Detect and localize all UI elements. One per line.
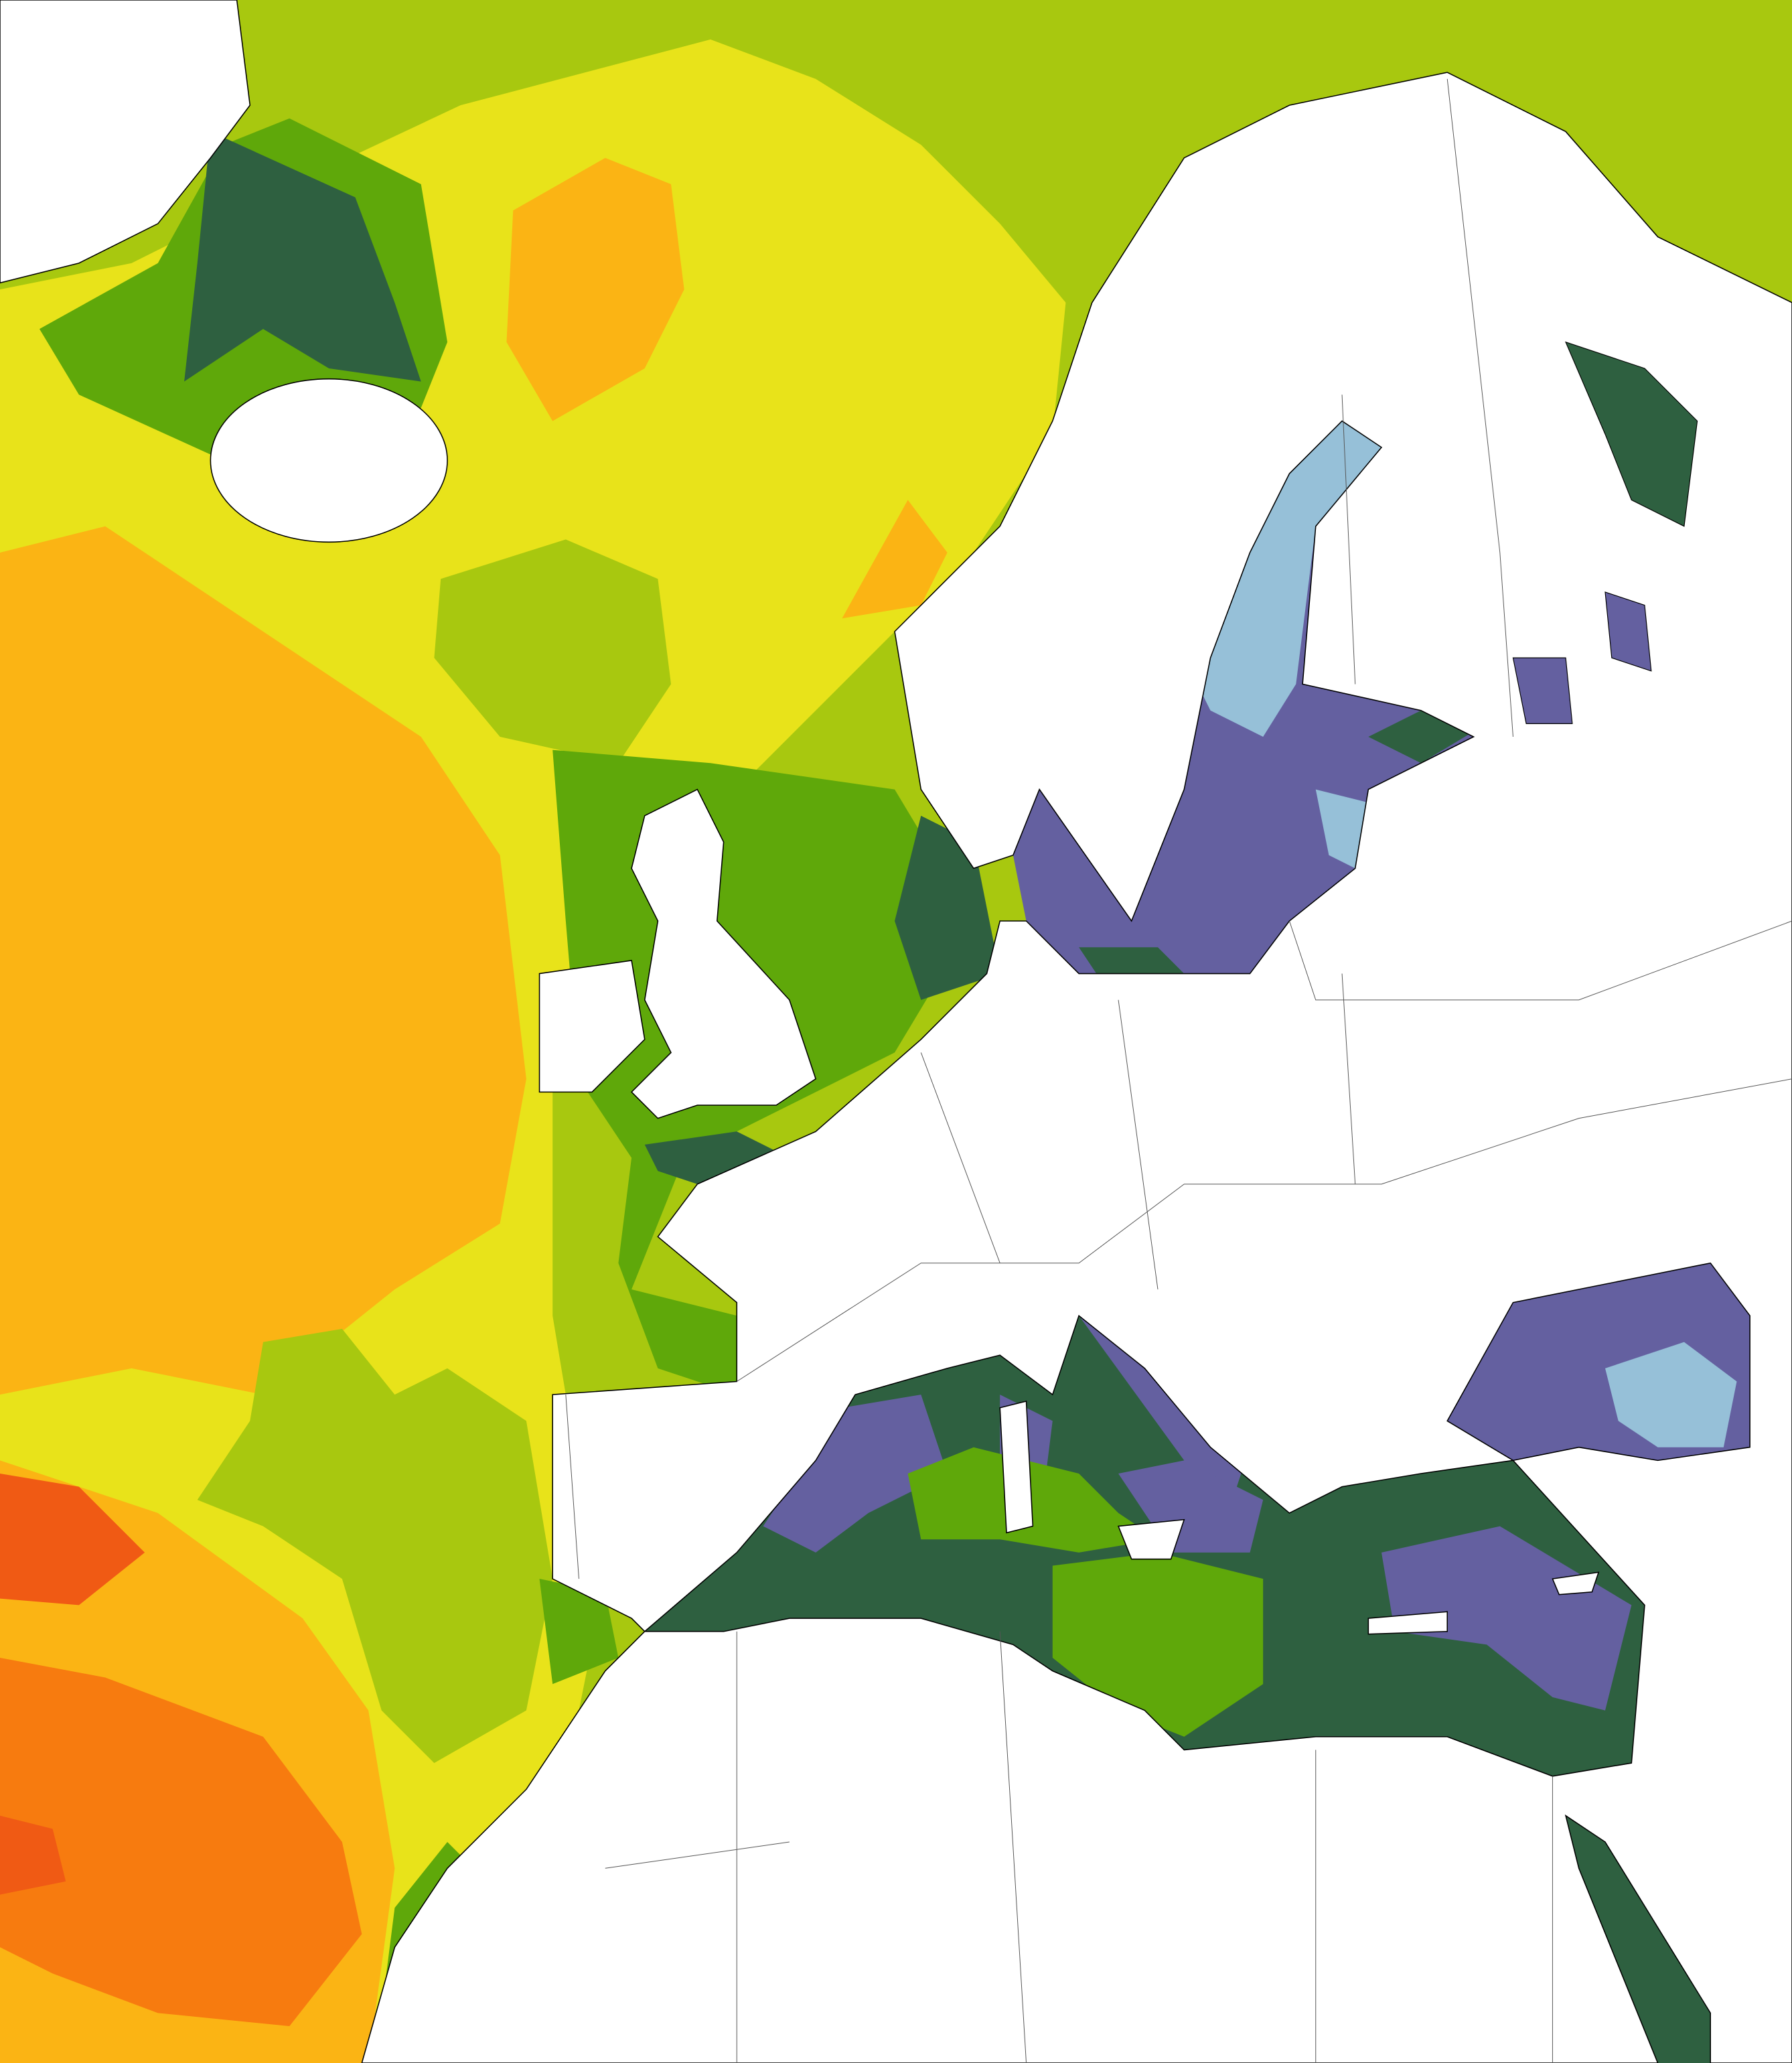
field-dark-green (184, 131, 1000, 1198)
land-cyprus (1552, 1571, 1600, 1595)
sea-baltic-green (1079, 697, 1487, 987)
sea-red (1566, 1815, 1711, 2063)
land-iceland (210, 378, 448, 543)
sea-green (907, 1447, 1264, 1737)
land-crete (1367, 1611, 1448, 1635)
field-orange (0, 157, 948, 1395)
land-great-britain (630, 788, 817, 1119)
sea-white-2 (1565, 341, 1698, 527)
field-red-orange (0, 1474, 145, 1895)
field-yellow (0, 39, 1066, 2063)
field-lime (197, 539, 672, 1764)
land-ireland (538, 960, 646, 1093)
land-corsica-sardinia (999, 1400, 1034, 1534)
lakes (1512, 591, 1652, 724)
land-greenland (0, 0, 251, 284)
land-eurasia-africa (361, 72, 1792, 2063)
sea-black-light-2 (1605, 1342, 1737, 1447)
sea-purple (763, 1315, 1632, 1711)
sea-baltic-light (1197, 421, 1382, 869)
land-sicily (1117, 1518, 1185, 1560)
field-dark-orange (0, 1658, 362, 2026)
borders (565, 78, 1792, 2063)
